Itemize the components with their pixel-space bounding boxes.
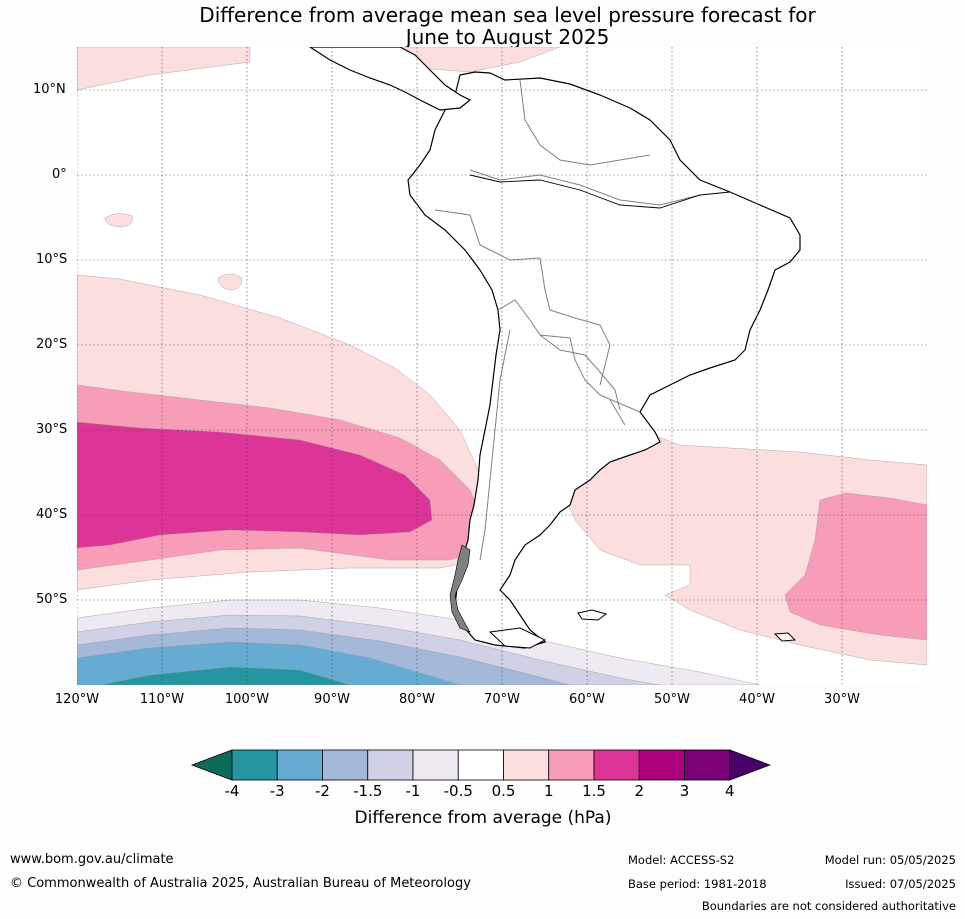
colorbar-segment [638,749,685,781]
footer-website: www.bom.gov.au/climate [10,852,174,867]
amazon-rivers [469,174,731,209]
lat-label-20s: 20°S [36,337,68,352]
lat-label-10n: 10°N [33,82,66,97]
lon-label-40w: 40°W [739,692,775,707]
colorbar-tick-label: 0.5 [491,782,516,800]
south-georgia-island [773,632,797,642]
anomaly-0-5-to-1-north [77,47,251,91]
map-area [77,47,927,685]
colorbar-tick-label: 3 [679,782,690,800]
lat-label-50s: 50°S [36,592,68,607]
colorbar-arrow-high [729,749,771,781]
anomaly-0-5-to-1-small-patch-2 [217,273,243,291]
colorbar-segment [684,749,731,781]
title-line-1: Difference from average mean sea level p… [199,3,816,27]
chile-archipelago [449,544,471,633]
anomaly-0-5-to-1-small-patch [104,213,133,228]
south-america-land [407,71,801,649]
country-borders [434,79,701,561]
colorbar-segment [231,749,278,781]
lon-label-100w: 100°W [224,692,270,707]
anomaly-1-to-1-5-atlantic [784,492,927,641]
colorbar-segment [503,749,550,781]
colorbar-segment [548,749,595,781]
colorbar-tick-label: 4 [724,782,735,800]
colorbar-label: Difference from average (hPa) [354,808,612,828]
colorbar-tick-label: -0.5 [443,782,473,800]
colorbar-segment [412,749,459,781]
colorbar-tick-label: -3 [269,782,285,800]
colorbar-tick-label: -4 [224,782,240,800]
colorbar-segment [367,749,414,781]
footer-disclaimer: Boundaries are not considered authoritat… [701,899,956,913]
map-title: Difference from average mean sea level p… [0,4,965,48]
colorbar-tick-label: 1.5 [582,782,606,800]
colorbar [190,749,771,781]
lon-label-50w: 50°W [654,692,690,707]
colorbar-segments [190,749,771,781]
anomaly-1-5-to-2-pacific [77,421,433,549]
colorbar-segment [457,749,504,781]
colorbar-tick-label: -1 [405,782,421,800]
lon-label-30w: 30°W [824,692,860,707]
colorbar-segment [593,749,640,781]
colorbar-tick-label: 2 [634,782,645,800]
lon-label-70w: 70°W [484,692,520,707]
anomaly-minus-3-band [99,666,351,685]
lat-label-30s: 30°S [36,422,68,437]
footer-model: Model: ACCESS-S2 [628,853,735,867]
central-america-land [308,47,472,111]
footer-issued: Issued: 07/05/2025 [845,877,956,891]
lon-label-80w: 80°W [399,692,435,707]
lat-label-0: 0° [52,167,67,182]
lat-label-10s: 10°S [36,252,68,267]
title-line-2: June to August 2025 [405,25,610,49]
tierra-del-fuego-island [488,627,547,649]
lon-label-120w: 120°W [54,692,100,707]
colorbar-segment [322,749,369,781]
colorbar-tick-label: 1 [543,782,554,800]
lon-label-60w: 60°W [569,692,605,707]
footer-copyright: © Commonwealth of Australia 2025, Austra… [10,876,471,891]
colorbar-tick-label: -1.5 [353,782,383,800]
colorbar-arrow-low [190,749,233,781]
colorbar-segment [276,749,323,781]
lon-label-90w: 90°W [314,692,350,707]
lon-label-110w: 110°W [139,692,185,707]
map-svg [77,47,927,685]
footer-model-run: Model run: 05/05/2025 [824,853,956,867]
falkland-islands [577,609,608,621]
colorbar-tick-label: -2 [315,782,330,800]
footer-base-period: Base period: 1981-2018 [628,877,767,891]
graticule [77,47,927,685]
lat-label-40s: 40°S [36,507,68,522]
